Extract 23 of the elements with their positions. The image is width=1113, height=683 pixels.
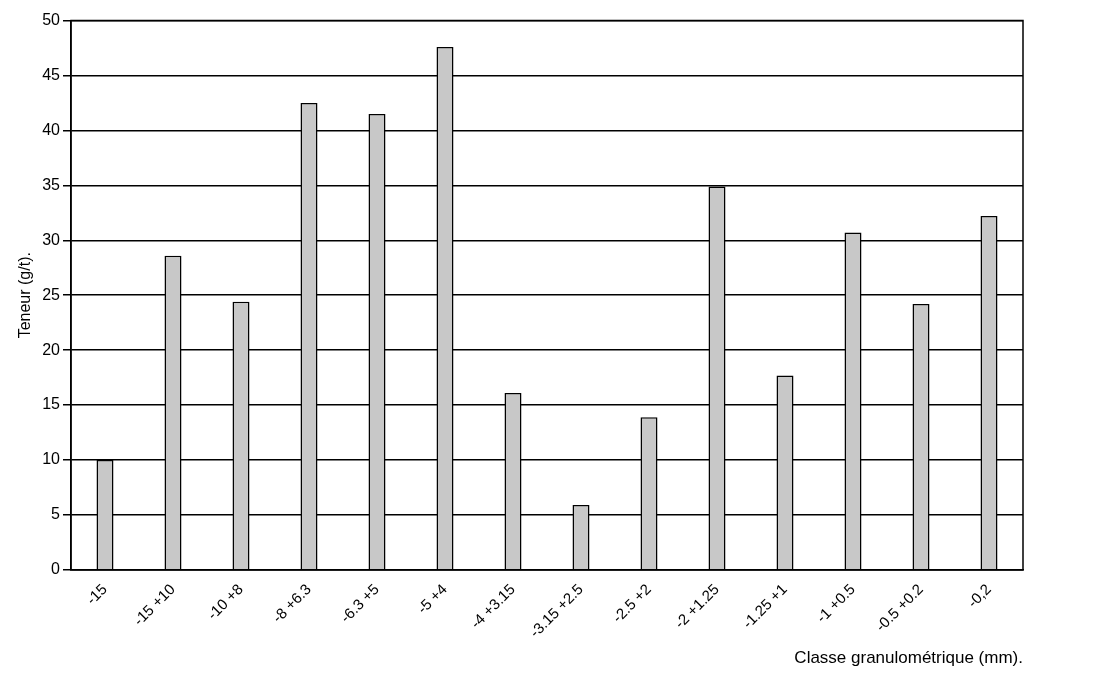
x-tick-label: -10 +8 — [203, 580, 247, 623]
x-tick-label: -15 +10 — [129, 580, 179, 629]
x-tick-label: -5 +4 — [413, 580, 451, 617]
y-tick-label: 0 — [51, 560, 61, 578]
y-tick-label: 50 — [42, 11, 61, 29]
x-tick-label: -8 +6.3 — [268, 580, 315, 626]
y-tick-label: 5 — [51, 505, 61, 523]
x-tick-label: -1 +0.5 — [812, 580, 859, 626]
x-tick-label: -0,2 — [963, 580, 995, 611]
y-axis-title: Teneur (g/t). — [16, 252, 34, 339]
x-tick-label: -6.3 +5 — [336, 580, 383, 626]
x-axis-title: Classe granulométrique (mm). — [794, 648, 1023, 668]
y-tick-label: 15 — [42, 395, 61, 413]
y-tick-label: 40 — [42, 120, 61, 138]
y-tick-label: 35 — [42, 175, 61, 193]
y-tick-label: 45 — [42, 65, 61, 83]
y-tick-label: 20 — [42, 340, 61, 358]
x-tick-label: -2.5 +2 — [608, 580, 655, 626]
y-tick-label: 10 — [42, 450, 61, 468]
x-tick-label: -0.5 +0.2 — [871, 580, 927, 635]
y-tick-label: 25 — [42, 285, 61, 303]
y-tick-label: 30 — [42, 230, 61, 248]
x-tick-label: -15 — [82, 580, 111, 608]
